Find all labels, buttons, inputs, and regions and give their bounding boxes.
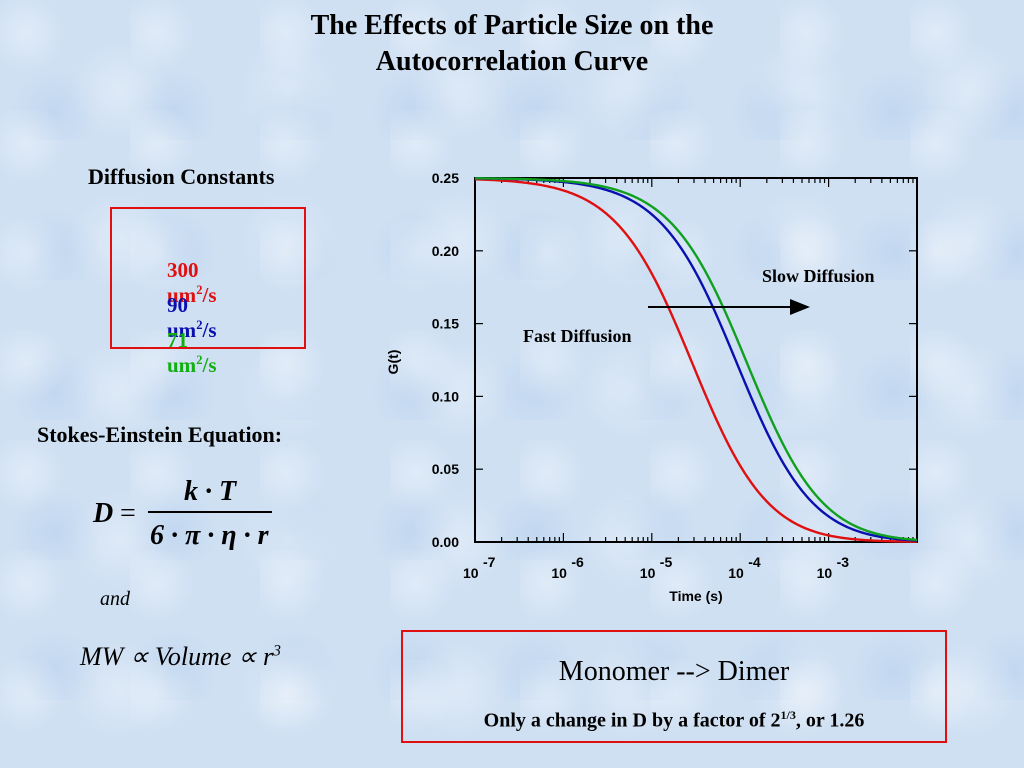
diffusion-constant-red: 300 um2/s [146,233,217,333]
fast-diffusion-label: Fast Diffusion [523,326,632,346]
x-tick-label-exp: -7 [483,554,496,570]
diffusion-constant-green: 71 um2/s [146,303,217,403]
diffusion-heading: Diffusion Constants [88,164,275,189]
diffusion-unit-suffix: /s [202,353,217,377]
x-tick-label-exp: -5 [660,554,673,570]
equation-equals: = [120,498,136,529]
x-axis-label: Time (s) [669,588,722,604]
x-tick-label-exp: -3 [837,554,850,570]
subtitle-exp: 1/3 [780,708,796,722]
equation-lhs: D [93,498,114,529]
diffusion-value: 90 [167,293,188,317]
monomer-dimer-title: Monomer --> Dimer [558,656,790,687]
axis-ticks [474,177,917,543]
monomer-dimer-box: Monomer --> Dimer Only a change in D by … [401,630,947,743]
x-tick-label: 10 [463,565,479,581]
mw-relation-text: MW ∝ Volume ∝ r [80,642,274,671]
slow-diffusion-label: Slow Diffusion [762,266,875,286]
x-tick-label-exp: -6 [571,554,584,570]
diffusion-unit-exp: 2 [196,318,203,332]
equation-numerator: k · T [184,476,237,507]
monomer-dimer-subtitle: Only a change in D by a factor of 21/3, … [403,708,945,733]
diffusion-value: 300 [167,258,199,282]
diffusion-unit: um [167,283,197,307]
y-tick-label: 0.05 [432,461,459,477]
diffusion-unit-suffix: /s [202,318,217,342]
slide-title: The Effects of Particle Size on the Auto… [0,8,1024,80]
series-line-2 [474,177,918,542]
x-tick-label: 10 [640,565,656,581]
diffusion-unit: um [167,353,197,377]
plot-frame [474,177,918,543]
y-tick-label: 0.20 [432,243,459,259]
y-tick-label: 0.15 [432,316,459,332]
x-tick-label: 10 [817,565,833,581]
x-tick-label: 10 [551,565,567,581]
subtitle-suffix: , or 1.26 [795,709,865,732]
y-tick-labels: 0.00 0.05 0.10 0.15 0.20 0.25 [432,170,459,550]
equation-denominator: 6 · π · η · r [150,520,269,551]
diffusion-value: 71 [167,328,188,352]
diffusion-unit-exp: 2 [196,353,203,367]
y-axis-label: G(t) [385,350,401,375]
diffusion-unit-exp: 2 [196,283,203,297]
plot-curves [474,177,918,543]
subtitle-prefix: Only a change in D by a factor of 2 [483,709,781,732]
mw-relation: MW ∝ Volume ∝ r3 [80,642,281,672]
diffusion-unit-suffix: /s [202,283,217,307]
title-line-2: Autocorrelation Curve [375,46,649,77]
x-tick-label-exp: -4 [748,554,761,570]
y-tick-label: 0.10 [432,388,459,404]
series-line-3 [474,177,918,542]
stokes-einstein-heading: Stokes-Einstein Equation: [37,422,283,447]
fraction-bar [148,511,272,513]
y-tick-label: 0.00 [432,534,459,550]
diffusion-unit: um [167,318,197,342]
and-text: and [100,588,130,610]
y-tick-label: 0.25 [432,170,459,186]
mw-relation-exp: 3 [273,642,281,660]
diffusion-constants-box: 300 um2/s 90 um2/s 71 um2/s [110,207,306,377]
series-line-1 [474,178,918,543]
title-line-1: The Effects of Particle Size on the [310,10,714,41]
diffusion-constant-blue: 90 um2/s [146,268,217,368]
x-tick-labels: 10-710-610-510-410-3 [463,554,849,581]
x-tick-label: 10 [728,565,744,581]
